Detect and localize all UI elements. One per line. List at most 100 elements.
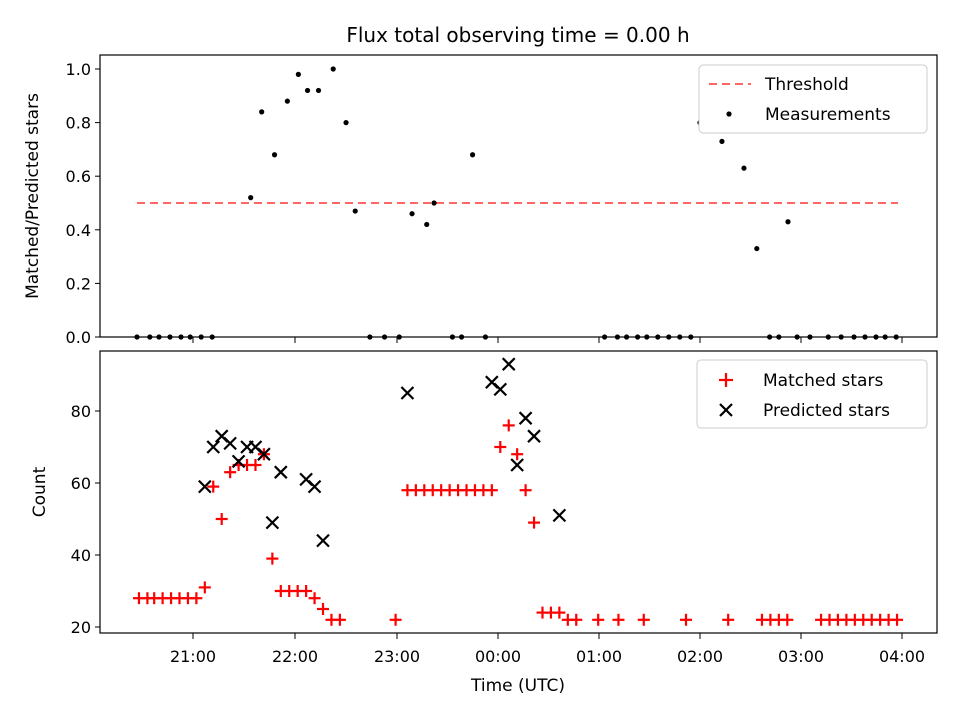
measurement-point xyxy=(367,334,373,340)
predicted-marker-b xyxy=(274,465,288,479)
measurement-point xyxy=(449,334,456,340)
measurement-point xyxy=(248,195,254,201)
measurement-point xyxy=(156,334,162,340)
legend-threshold-label: Threshold xyxy=(764,75,849,95)
matched-star-point xyxy=(300,585,313,597)
measurement-point xyxy=(198,334,204,340)
top-legend-box xyxy=(698,64,928,134)
predicted-marker-b xyxy=(510,458,524,472)
measurement-point xyxy=(688,334,694,340)
top-y-tick-label: 1.0 xyxy=(66,60,91,79)
matched-star-point xyxy=(389,613,402,626)
measurement-point xyxy=(271,152,278,158)
predicted-marker-b xyxy=(257,447,271,461)
measurement-point xyxy=(614,334,621,340)
measurement-point xyxy=(767,334,773,340)
predicted-marker-b xyxy=(552,508,567,523)
measurement-point xyxy=(624,334,630,340)
measurement-point xyxy=(851,334,857,340)
measurement-point xyxy=(424,221,430,228)
bottom-legend: Matched stars Predicted stars xyxy=(696,359,928,429)
predicted-marker-b xyxy=(265,515,280,530)
measurement-point xyxy=(785,219,791,225)
top-legend: Threshold Measurements xyxy=(698,64,928,134)
matched-star-point xyxy=(519,484,532,497)
bottom-y-tick-label: 40 xyxy=(71,546,91,565)
matched-star-point xyxy=(891,613,904,626)
measurement-point xyxy=(655,334,661,340)
matched-star-point xyxy=(308,592,321,605)
matched-star-point xyxy=(317,603,330,615)
measurement-point xyxy=(482,334,489,340)
matched-star-point xyxy=(215,513,228,525)
bottom-y-tick-label: 20 xyxy=(71,618,91,637)
predicted-star-point xyxy=(206,440,221,454)
predicted-star-point xyxy=(501,357,516,371)
top-y-tick-label: 0.4 xyxy=(66,221,91,240)
top-y-tick-label: 0.8 xyxy=(66,114,91,133)
predicted-star-point xyxy=(518,411,533,425)
matched-star-point xyxy=(224,466,237,479)
measurement-point xyxy=(178,334,184,340)
matched-star-point xyxy=(528,516,541,529)
measurement-point xyxy=(315,87,322,94)
bottom-x-tick-label: 23:00 xyxy=(374,647,420,666)
measurement-point xyxy=(644,334,650,340)
bottom-x-tick-label: 03:00 xyxy=(778,647,824,666)
predicted-marker-b xyxy=(527,429,541,443)
predicted-marker-b xyxy=(518,411,533,425)
measurement-point xyxy=(431,200,437,206)
top-y-tick-label: 0.2 xyxy=(66,274,91,293)
chart-title: Flux total observing time = 0.00 h xyxy=(346,23,689,47)
measurement-point xyxy=(754,245,760,252)
predicted-star-point xyxy=(257,447,271,461)
bottom-x-tick-label: 00:00 xyxy=(475,647,521,666)
predicted-star-point xyxy=(231,454,246,469)
legend-measurements-swatch xyxy=(726,111,732,117)
bottom-panel: Count Time (UTC) xyxy=(30,350,938,696)
matched-star-point xyxy=(637,613,650,626)
predicted-marker-b xyxy=(231,454,246,469)
matched-star-point xyxy=(592,613,605,626)
measurement-point xyxy=(134,334,140,340)
bottom-x-tick-label: 02:00 xyxy=(677,647,723,666)
matched-star-point xyxy=(679,613,692,626)
measurement-point xyxy=(635,334,641,340)
predicted-star-point xyxy=(223,436,237,451)
legend-matched-label: Matched stars xyxy=(763,371,883,391)
matched-star-point xyxy=(485,484,498,497)
measurement-point xyxy=(666,334,672,340)
measurement-point xyxy=(807,334,813,340)
matched-star-point xyxy=(207,480,220,493)
bottom-y-axis-label: Count xyxy=(30,466,50,517)
predicted-marker-b xyxy=(316,533,330,548)
matched-star-point xyxy=(190,592,203,605)
predicted-star-point xyxy=(510,458,524,472)
measurement-point xyxy=(719,138,725,144)
legend-predicted-swatch xyxy=(719,403,733,417)
predicted-marker-b xyxy=(307,479,322,494)
measurement-point xyxy=(882,334,888,340)
matched-star-point xyxy=(333,613,346,626)
measurement-point xyxy=(893,334,899,340)
measurement-point xyxy=(295,71,301,77)
measurement-point xyxy=(330,66,336,72)
predicted-marker-b xyxy=(493,382,508,397)
measurement-point xyxy=(381,334,388,340)
measurement-point xyxy=(677,334,683,340)
measurement-point xyxy=(343,120,349,126)
top-plot-area xyxy=(99,54,938,338)
top-panel: Matched/Predicted stars xyxy=(23,54,938,338)
predicted-marker-b xyxy=(501,357,516,371)
bottom-x-tick-label: 21:00 xyxy=(170,647,216,666)
predicted-star-point xyxy=(307,479,322,494)
predicted-star-point xyxy=(265,515,280,530)
measurement-point xyxy=(209,334,215,340)
legend-measurements-label: Measurements xyxy=(765,105,891,125)
predicted-star-point xyxy=(527,429,541,443)
measurement-point xyxy=(776,334,782,340)
bottom-y-tick-label: 60 xyxy=(71,474,91,493)
legend-predicted-label: Predicted stars xyxy=(763,401,890,421)
bottom-x-tick-label: 01:00 xyxy=(576,647,622,666)
